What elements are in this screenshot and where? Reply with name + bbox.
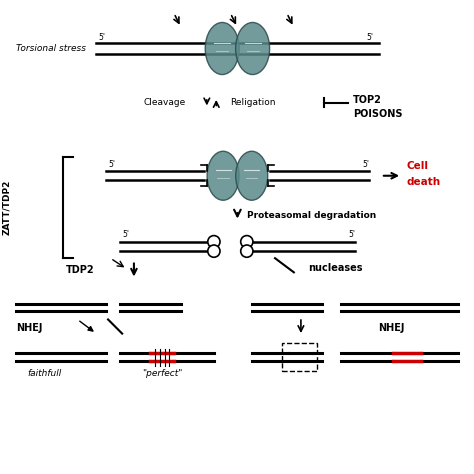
Circle shape [241, 236, 253, 248]
Circle shape [208, 245, 220, 257]
Ellipse shape [207, 151, 239, 200]
Text: Proteasomal degradation: Proteasomal degradation [247, 211, 376, 220]
Text: 5': 5' [348, 230, 355, 239]
Text: NHEJ: NHEJ [16, 323, 43, 333]
Text: ZATT/TDP2: ZATT/TDP2 [2, 180, 11, 235]
Text: "perfect": "perfect" [142, 369, 182, 378]
Text: NHEJ: NHEJ [379, 323, 405, 333]
Text: Cleavage: Cleavage [143, 98, 186, 107]
Text: nucleases: nucleases [308, 263, 363, 273]
Text: TOP2: TOP2 [353, 95, 382, 105]
Text: POISONS: POISONS [353, 109, 402, 119]
Text: 5': 5' [367, 33, 374, 42]
Text: death: death [407, 177, 441, 187]
Text: TDP2: TDP2 [66, 265, 94, 275]
Text: 5': 5' [108, 160, 115, 169]
Text: Torsional stress: Torsional stress [16, 44, 86, 53]
Text: 5': 5' [99, 33, 106, 42]
Text: faithfull: faithfull [27, 369, 62, 378]
Text: Religation: Religation [230, 98, 276, 107]
Ellipse shape [205, 22, 239, 74]
Circle shape [208, 236, 220, 248]
Text: Cell: Cell [407, 161, 429, 171]
Ellipse shape [236, 151, 268, 200]
Text: 5': 5' [122, 230, 129, 239]
Circle shape [241, 245, 253, 257]
Ellipse shape [236, 22, 270, 74]
Text: 5': 5' [362, 160, 369, 169]
